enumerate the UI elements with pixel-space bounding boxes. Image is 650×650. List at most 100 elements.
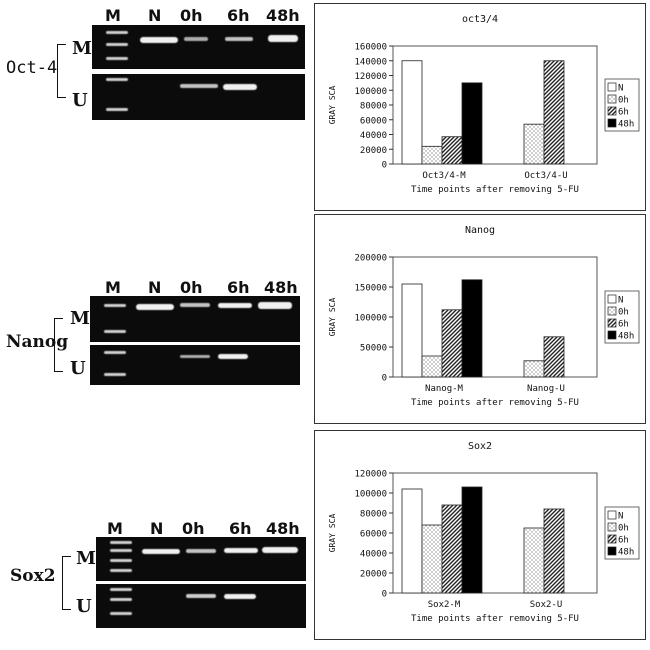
gene-label-oct4: Oct-4	[6, 58, 58, 78]
legend-label: 0h	[618, 524, 629, 534]
bar-6h-0	[441, 504, 463, 594]
legend-swatch	[607, 306, 617, 316]
x-axis-label: Time points after removing 5-FU	[411, 614, 579, 624]
row-brace	[62, 556, 71, 610]
gene-label-nanog: Nanog	[6, 332, 69, 352]
y-tick-label: 120000	[354, 72, 387, 82]
chart-sox2: Sox2 0 20000 40000 60000 80000 100000 120000 GRA…	[328, 441, 640, 624]
bar-0h-0	[421, 524, 443, 594]
chart-box-nanog: Nanog 0 50000 100000 150000 200000 GRAY SCA Nan…	[314, 214, 646, 424]
gel-image-m	[90, 296, 300, 342]
row-label-m: M	[70, 308, 90, 329]
legend-label: N	[618, 296, 623, 306]
y-tick-label: 20000	[360, 146, 387, 156]
category-label: Oct3/4-U	[524, 171, 567, 181]
legend-label: 48h	[618, 548, 634, 558]
lane-label-6h: 6h	[227, 278, 250, 297]
row-label-m: M	[76, 548, 96, 569]
row-label-u: U	[72, 90, 88, 111]
y-tick-label: 60000	[360, 116, 387, 126]
legend-swatch	[607, 330, 617, 340]
y-tick-label: 100000	[354, 490, 387, 500]
legend-label: 6h	[618, 108, 629, 118]
y-tick-label: 40000	[360, 131, 387, 141]
gel-image-u	[92, 74, 305, 120]
y-axis-label: GRAY SCA	[328, 514, 337, 553]
lane-label-6h: 6h	[227, 6, 250, 25]
legend-label: 6h	[618, 536, 629, 546]
y-tick-label: 120000	[354, 470, 387, 480]
bar-6h-1	[543, 60, 565, 165]
lane-label-6h: 6h	[229, 519, 252, 538]
lane-label-48h: 48h	[266, 519, 300, 538]
chart-title: Sox2	[468, 441, 492, 452]
bar-0h-1	[523, 527, 545, 594]
gel-image-m	[96, 537, 306, 581]
lane-label-48h: 48h	[266, 6, 300, 25]
legend-label: 0h	[618, 96, 629, 106]
legend-label: 48h	[618, 332, 634, 342]
gel-image-u	[96, 584, 306, 628]
y-tick-label: 200000	[354, 254, 387, 264]
row-label-m: M	[72, 38, 92, 59]
legend-swatch	[607, 522, 617, 532]
legend-swatch	[607, 118, 617, 128]
category-label: Sox2-M	[428, 600, 461, 610]
y-axis-label: GRAY SCA	[328, 298, 337, 337]
row-brace	[57, 44, 66, 98]
row-brace	[54, 318, 63, 372]
bar-0h-0	[421, 355, 443, 378]
y-tick-label: 100000	[354, 314, 387, 324]
category-label: Nanog-M	[425, 384, 464, 394]
bar-6h-1	[543, 336, 565, 378]
bar-6h-1	[543, 508, 565, 594]
chart-box-sox2: Sox2 0 20000 40000 60000 80000 100000 120000 GRA…	[314, 430, 646, 640]
category-label: Oct3/4-M	[422, 171, 466, 181]
chart-oct34: oct3/4 0 20000 40000 60000 80000 100000 120000 1…	[328, 14, 640, 195]
bar-48h-0	[461, 486, 483, 594]
y-tick-label: 80000	[360, 510, 387, 520]
legend-swatch	[607, 294, 617, 304]
legend-label: 0h	[618, 308, 629, 318]
chart-title: Nanog	[465, 225, 495, 236]
legend-label: 48h	[618, 120, 634, 130]
legend-swatch	[607, 82, 617, 92]
row-label-u: U	[70, 358, 86, 379]
y-tick-label: 150000	[354, 284, 387, 294]
y-axis-label: GRAY SCA	[328, 86, 337, 125]
gene-label-sox2: Sox2	[10, 566, 56, 586]
bar-0h-1	[523, 360, 545, 378]
lane-label-0h: 0h	[180, 6, 203, 25]
chart-nanog: Nanog 0 50000 100000 150000 200000 GRAY SCA Nan…	[328, 225, 640, 408]
bar-N-0	[401, 283, 423, 378]
lane-label-n: N	[148, 278, 162, 297]
bar-N-0	[401, 488, 423, 594]
legend-swatch	[607, 546, 617, 556]
row-label-u: U	[76, 596, 92, 617]
x-axis-label: Time points after removing 5-FU	[411, 185, 579, 195]
category-label: Sox2-U	[530, 600, 563, 610]
y-tick-label: 160000	[354, 43, 387, 53]
legend-swatch	[607, 94, 617, 104]
lane-label-0h: 0h	[182, 519, 205, 538]
bar-48h-0	[461, 279, 483, 378]
y-tick-label: 0	[382, 590, 387, 600]
lane-label-m: M	[105, 278, 121, 297]
legend-label: 6h	[618, 320, 629, 330]
y-tick-label: 140000	[354, 57, 387, 67]
legend-label: N	[618, 84, 623, 94]
bar-48h-0	[461, 82, 483, 165]
lane-label-n: N	[150, 519, 164, 538]
x-axis-label: Time points after removing 5-FU	[411, 398, 579, 408]
bar-0h-0	[421, 145, 443, 165]
legend-label: N	[618, 512, 623, 522]
bar-6h-0	[441, 309, 463, 378]
y-tick-label: 80000	[360, 102, 387, 112]
bar-0h-1	[523, 123, 545, 165]
bar-6h-0	[441, 136, 463, 165]
lane-label-0h: 0h	[180, 278, 203, 297]
bar-N-0	[401, 60, 423, 165]
legend-swatch	[607, 318, 617, 328]
y-tick-label: 0	[382, 374, 387, 384]
y-tick-label: 50000	[360, 344, 387, 354]
